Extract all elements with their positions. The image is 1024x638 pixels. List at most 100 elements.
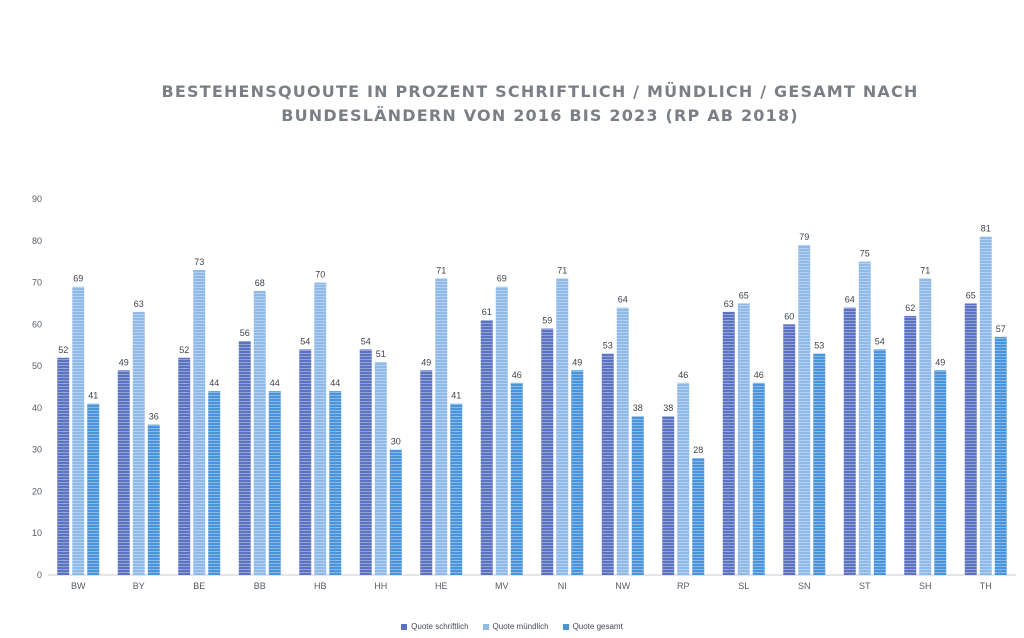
bar xyxy=(904,315,917,575)
x-tick-label: BE xyxy=(193,581,205,591)
data-label: 60 xyxy=(784,311,794,321)
bar xyxy=(813,353,826,575)
data-label: 54 xyxy=(361,336,371,346)
x-tick-label: BW xyxy=(71,581,86,591)
bar xyxy=(132,311,145,575)
data-label: 56 xyxy=(240,328,250,338)
data-label: 61 xyxy=(482,307,492,317)
x-tick-label: TH xyxy=(980,581,992,591)
bar xyxy=(858,261,871,575)
legend-label: Quote gesamt xyxy=(572,622,623,631)
x-tick-label: SH xyxy=(919,581,932,591)
bar xyxy=(208,391,221,575)
bar xyxy=(752,382,765,575)
bar xyxy=(571,370,584,575)
data-label: 49 xyxy=(421,357,431,367)
y-tick-label: 40 xyxy=(32,403,42,413)
x-tick-label: MV xyxy=(495,581,509,591)
x-tick-label: HB xyxy=(314,581,327,591)
y-tick-label: 30 xyxy=(32,445,42,455)
data-label: 53 xyxy=(603,341,613,351)
bar xyxy=(934,370,947,575)
data-label: 69 xyxy=(73,274,83,284)
data-label: 54 xyxy=(875,336,885,346)
data-label: 65 xyxy=(739,290,749,300)
data-label: 71 xyxy=(436,265,446,275)
bar xyxy=(631,416,644,575)
legend-label: Quote schriftlich xyxy=(411,622,469,631)
bar xyxy=(374,361,387,575)
bar xyxy=(783,324,796,575)
data-label: 46 xyxy=(678,370,688,380)
data-label: 54 xyxy=(300,336,310,346)
bar xyxy=(268,391,281,575)
bar xyxy=(117,370,130,575)
data-label: 71 xyxy=(557,265,567,275)
bar xyxy=(616,307,629,575)
legend-label: Quote mündlich xyxy=(492,622,549,631)
bar xyxy=(178,357,191,575)
bar xyxy=(57,357,70,575)
bar xyxy=(359,349,372,575)
data-label: 69 xyxy=(497,274,507,284)
data-label: 75 xyxy=(860,249,870,259)
data-label: 73 xyxy=(194,257,204,267)
bar xyxy=(435,278,448,575)
data-label: 38 xyxy=(663,403,673,413)
data-label: 46 xyxy=(754,370,764,380)
bar xyxy=(798,244,811,575)
data-label: 44 xyxy=(209,378,219,388)
y-tick-label: 90 xyxy=(32,194,42,204)
bar xyxy=(420,370,433,575)
bar xyxy=(677,382,690,575)
data-label: 79 xyxy=(799,232,809,242)
x-tick-label: RP xyxy=(677,581,690,591)
bar xyxy=(72,286,85,575)
bar xyxy=(238,341,251,575)
bar xyxy=(193,270,206,575)
legend: Quote schriftlich Quote mündlich Quote ges… xyxy=(0,622,1024,631)
bar xyxy=(253,290,266,575)
legend-swatch xyxy=(401,623,408,630)
bar xyxy=(964,303,977,575)
data-label: 59 xyxy=(542,316,552,326)
legend-item: Quote mündlich xyxy=(482,622,549,631)
data-label: 71 xyxy=(920,265,930,275)
data-label: 64 xyxy=(618,295,628,305)
x-tick-label: HE xyxy=(435,581,448,591)
bar xyxy=(299,349,312,575)
y-tick-label: 10 xyxy=(32,528,42,538)
bar xyxy=(87,403,100,575)
y-tick-label: 50 xyxy=(32,361,42,371)
data-label: 51 xyxy=(376,349,386,359)
bar xyxy=(329,391,342,575)
data-label: 30 xyxy=(391,437,401,447)
bar xyxy=(450,403,463,575)
bar xyxy=(919,278,932,575)
bar xyxy=(480,320,493,575)
data-label: 44 xyxy=(330,378,340,388)
x-tick-label: ST xyxy=(859,581,871,591)
data-label: 81 xyxy=(981,224,991,234)
bars xyxy=(57,236,1007,575)
y-axis: 0 10 20 30 40 50 60 70 80 90 xyxy=(32,194,42,580)
x-tick-label: SL xyxy=(738,581,749,591)
y-tick-label: 20 xyxy=(32,486,42,496)
data-label: 52 xyxy=(179,345,189,355)
bar xyxy=(314,282,327,575)
legend-item: Quote schriftlich xyxy=(401,622,469,631)
bar xyxy=(979,236,992,575)
data-label: 41 xyxy=(451,391,461,401)
bar xyxy=(495,286,508,575)
y-tick-label: 70 xyxy=(32,278,42,288)
data-label: 70 xyxy=(315,270,325,280)
bar xyxy=(556,278,569,575)
data-label: 41 xyxy=(88,391,98,401)
bar xyxy=(510,382,523,575)
data-label: 63 xyxy=(724,299,734,309)
data-label: 68 xyxy=(255,278,265,288)
legend-swatch xyxy=(482,623,489,630)
data-label: 28 xyxy=(693,445,703,455)
bar xyxy=(662,416,675,575)
